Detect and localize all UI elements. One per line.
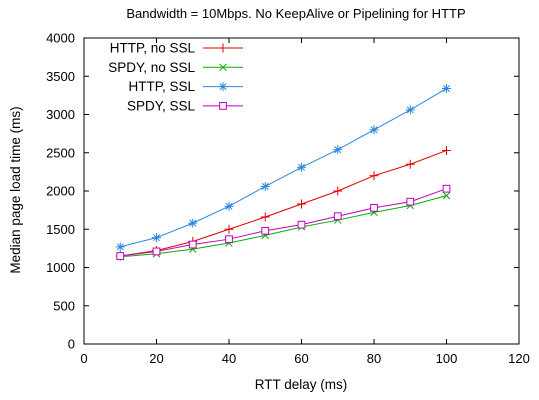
series-line xyxy=(120,188,447,257)
legend-label: SPDY, SSL xyxy=(127,98,196,113)
legend-label: SPDY, no SSL xyxy=(108,60,195,75)
legend-item: HTTP, no SSL xyxy=(110,41,243,56)
legend: HTTP, no SSL SPDY, no SSL HTTP, SSL SPDY, S… xyxy=(108,41,243,113)
series-2 xyxy=(115,83,451,252)
data-point-star xyxy=(115,242,125,252)
y-tick-label: 500 xyxy=(53,298,75,313)
data-point-square xyxy=(442,184,451,193)
y-tick-label: 1000 xyxy=(46,260,75,275)
series-3 xyxy=(116,184,451,260)
legend-label: HTTP, SSL xyxy=(128,79,195,94)
data-point-plus xyxy=(369,171,379,181)
data-point-plus xyxy=(405,159,415,169)
y-tick-label: 2500 xyxy=(46,145,75,160)
data-point-plus xyxy=(224,224,234,234)
y-tick-label: 2000 xyxy=(46,184,75,199)
legend-label: HTTP, no SSL xyxy=(110,41,196,56)
data-point-star xyxy=(333,145,343,155)
series-line xyxy=(120,195,447,258)
series-line xyxy=(120,149,447,257)
y-tick-label: 3000 xyxy=(46,107,75,122)
series-line xyxy=(120,88,447,248)
data-point-square xyxy=(225,235,233,244)
x-axis: 0 20 40 60 80 100 120 xyxy=(80,38,530,366)
data-point-plus xyxy=(260,212,270,222)
data-point-square xyxy=(333,212,342,221)
data-point-star xyxy=(152,233,161,243)
y-tick-label: 0 xyxy=(68,337,75,352)
y-tick-label: 4000 xyxy=(46,31,75,46)
x-tick-label: 120 xyxy=(508,351,530,366)
chart-title: Bandwidth = 10Mbps. No KeepAlive or Pipe… xyxy=(126,6,465,21)
x-tick-label: 0 xyxy=(80,351,87,366)
legend-item: HTTP, SSL xyxy=(128,79,243,94)
data-point-star xyxy=(369,125,379,135)
x-axis-label: RTT delay (ms) xyxy=(255,377,348,392)
series-layer xyxy=(115,83,451,261)
data-point-square xyxy=(406,197,415,206)
data-point-star xyxy=(405,105,415,115)
data-point-cross xyxy=(442,191,451,200)
data-point-square xyxy=(116,252,125,260)
data-point-square xyxy=(370,203,378,212)
data-point-square xyxy=(297,220,306,229)
data-point-plus xyxy=(442,145,451,155)
y-axis: 0 500 1000 1500 2000 2500 3000 3500 4000 xyxy=(46,31,519,352)
data-point-square xyxy=(219,102,227,110)
x-tick-label: 40 xyxy=(222,351,236,366)
y-tick-label: 1500 xyxy=(46,222,75,237)
data-point-square xyxy=(261,226,270,235)
data-point-square xyxy=(188,240,197,249)
data-point-star xyxy=(218,82,228,92)
data-point-star xyxy=(442,83,451,93)
y-tick-label: 3500 xyxy=(46,69,75,84)
data-point-cross xyxy=(219,63,227,72)
y-axis-label: Median page load time (ms) xyxy=(8,106,23,273)
legend-item: SPDY, no SSL xyxy=(108,60,243,75)
data-point-square xyxy=(152,247,161,256)
data-point-star xyxy=(260,181,270,191)
data-point-plus xyxy=(333,186,343,196)
data-point-star xyxy=(297,162,306,172)
x-tick-label: 100 xyxy=(436,351,458,366)
data-point-plus xyxy=(218,43,228,53)
x-tick-label: 80 xyxy=(367,351,381,366)
data-point-star xyxy=(188,218,198,228)
data-point-plus xyxy=(297,199,306,209)
x-tick-label: 20 xyxy=(149,351,163,366)
legend-item: SPDY, SSL xyxy=(127,98,243,113)
x-tick-label: 60 xyxy=(294,351,308,366)
data-point-star xyxy=(224,201,234,211)
